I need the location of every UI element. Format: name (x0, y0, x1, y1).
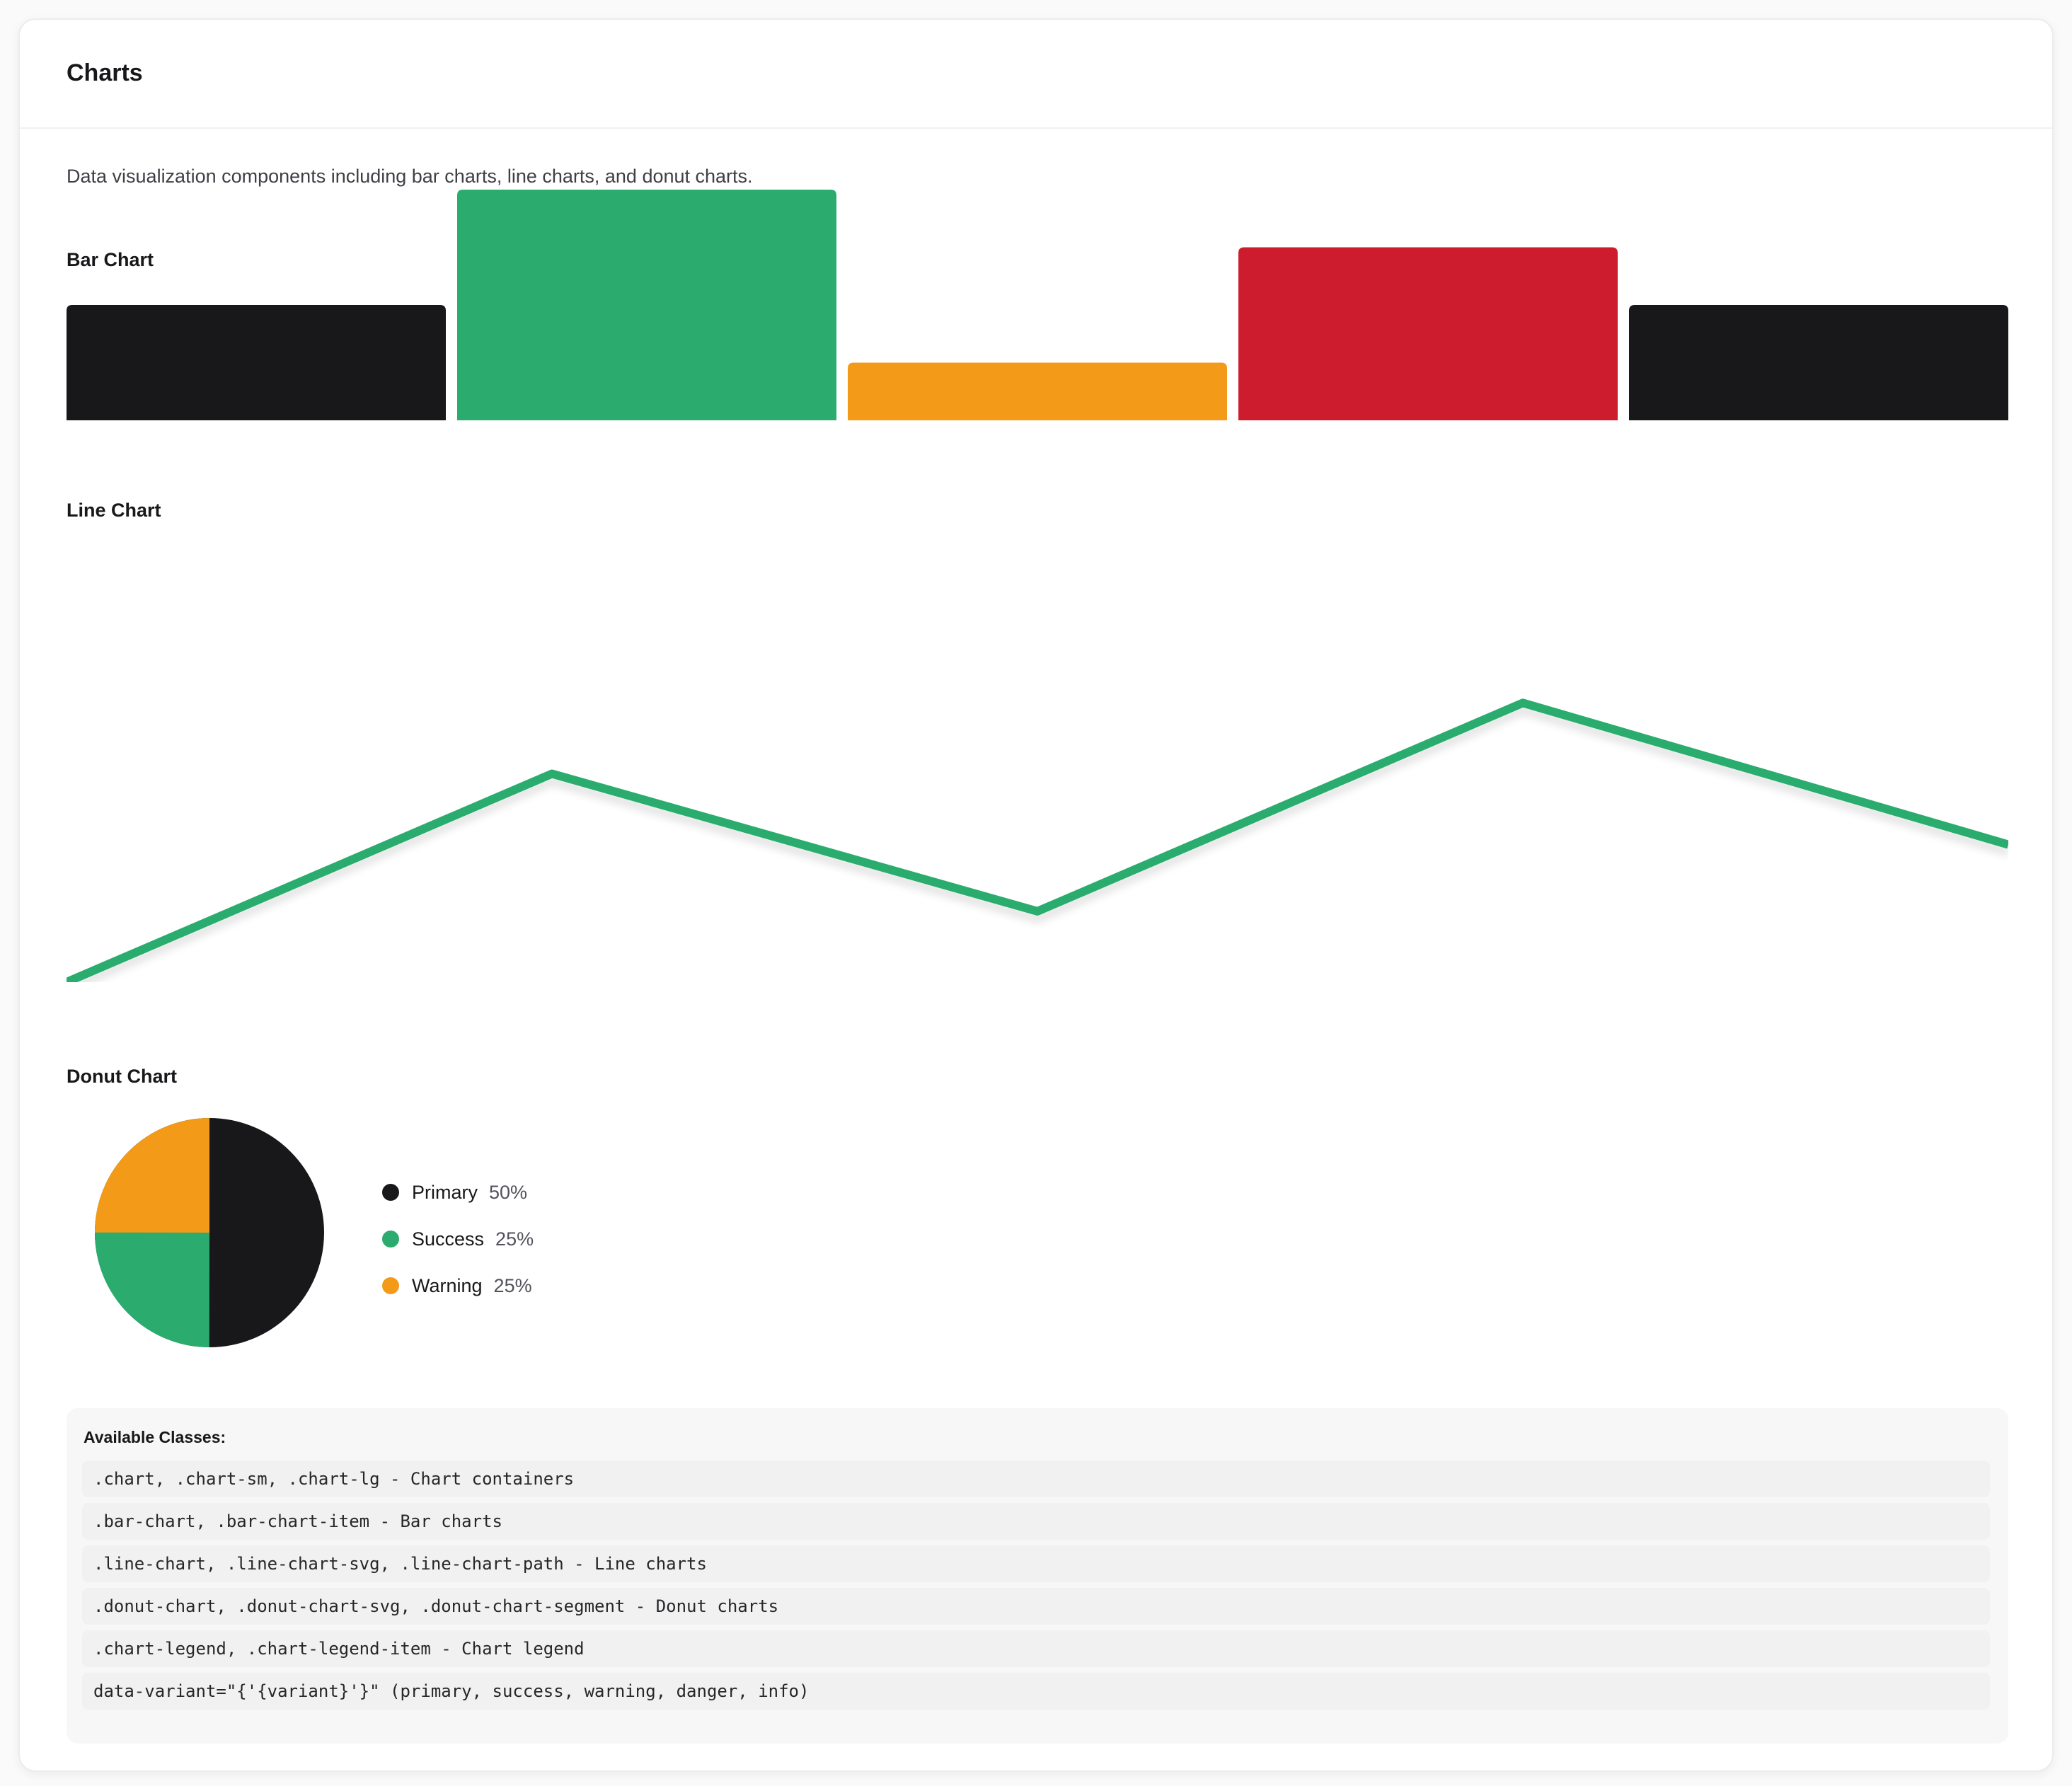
legend-item-warning: Warning 25% (382, 1271, 534, 1301)
class-line: .chart, .chart-sm, .chart-lg - Chart con… (82, 1461, 1990, 1497)
class-line: .donut-chart, .donut-chart-svg, .donut-c… (82, 1588, 1990, 1625)
legend-name: Primary (412, 1181, 478, 1203)
legend-dot-primary (382, 1184, 399, 1201)
line-chart (67, 698, 2008, 982)
donut-chart-label: Donut Chart (67, 1066, 177, 1087)
donut-chart (95, 1118, 324, 1347)
bar-chart-item (67, 305, 446, 420)
legend-value: 25% (495, 1228, 534, 1250)
available-classes-title: Available Classes: (84, 1428, 226, 1446)
line-chart-path (67, 698, 2008, 982)
legend-value: 25% (493, 1274, 532, 1296)
legend-item-primary: Primary 50% (382, 1177, 534, 1207)
class-line: .line-chart, .line-chart-svg, .line-char… (82, 1545, 1990, 1582)
bar-chart-item (457, 190, 836, 420)
line-chart-label: Line Chart (67, 500, 161, 521)
legend-dot-success (382, 1231, 399, 1248)
class-line: data-variant="{'{variant}'}" (primary, s… (82, 1673, 1990, 1710)
class-line: .bar-chart, .bar-chart-item - Bar charts (82, 1503, 1990, 1540)
legend-dot-warning (382, 1277, 399, 1294)
legend-name: Success (412, 1228, 485, 1250)
charts-card: Charts Data visualization components inc… (18, 18, 2054, 1772)
donut-chart-segment-warning (95, 1118, 324, 1347)
class-line: .chart-legend, .chart-legend-item - Char… (82, 1630, 1990, 1667)
legend-item-success: Success 25% (382, 1224, 534, 1254)
page-title: Charts (67, 59, 143, 86)
legend-value: 50% (489, 1181, 528, 1203)
bar-chart (67, 190, 2008, 420)
chart-legend: Primary 50% Success 25% Warning 25% (382, 1177, 534, 1318)
bar-chart-label: Bar Chart (67, 249, 154, 270)
card-header: Charts (20, 20, 2052, 129)
bar-chart-item (848, 362, 1227, 420)
available-classes-box: Available Classes: .chart, .chart-sm, .c… (67, 1408, 2008, 1744)
bar-chart-item (1629, 305, 2008, 420)
legend-name: Warning (412, 1274, 483, 1296)
page-description: Data visualization components including … (67, 166, 753, 187)
bar-chart-item (1238, 247, 1618, 420)
